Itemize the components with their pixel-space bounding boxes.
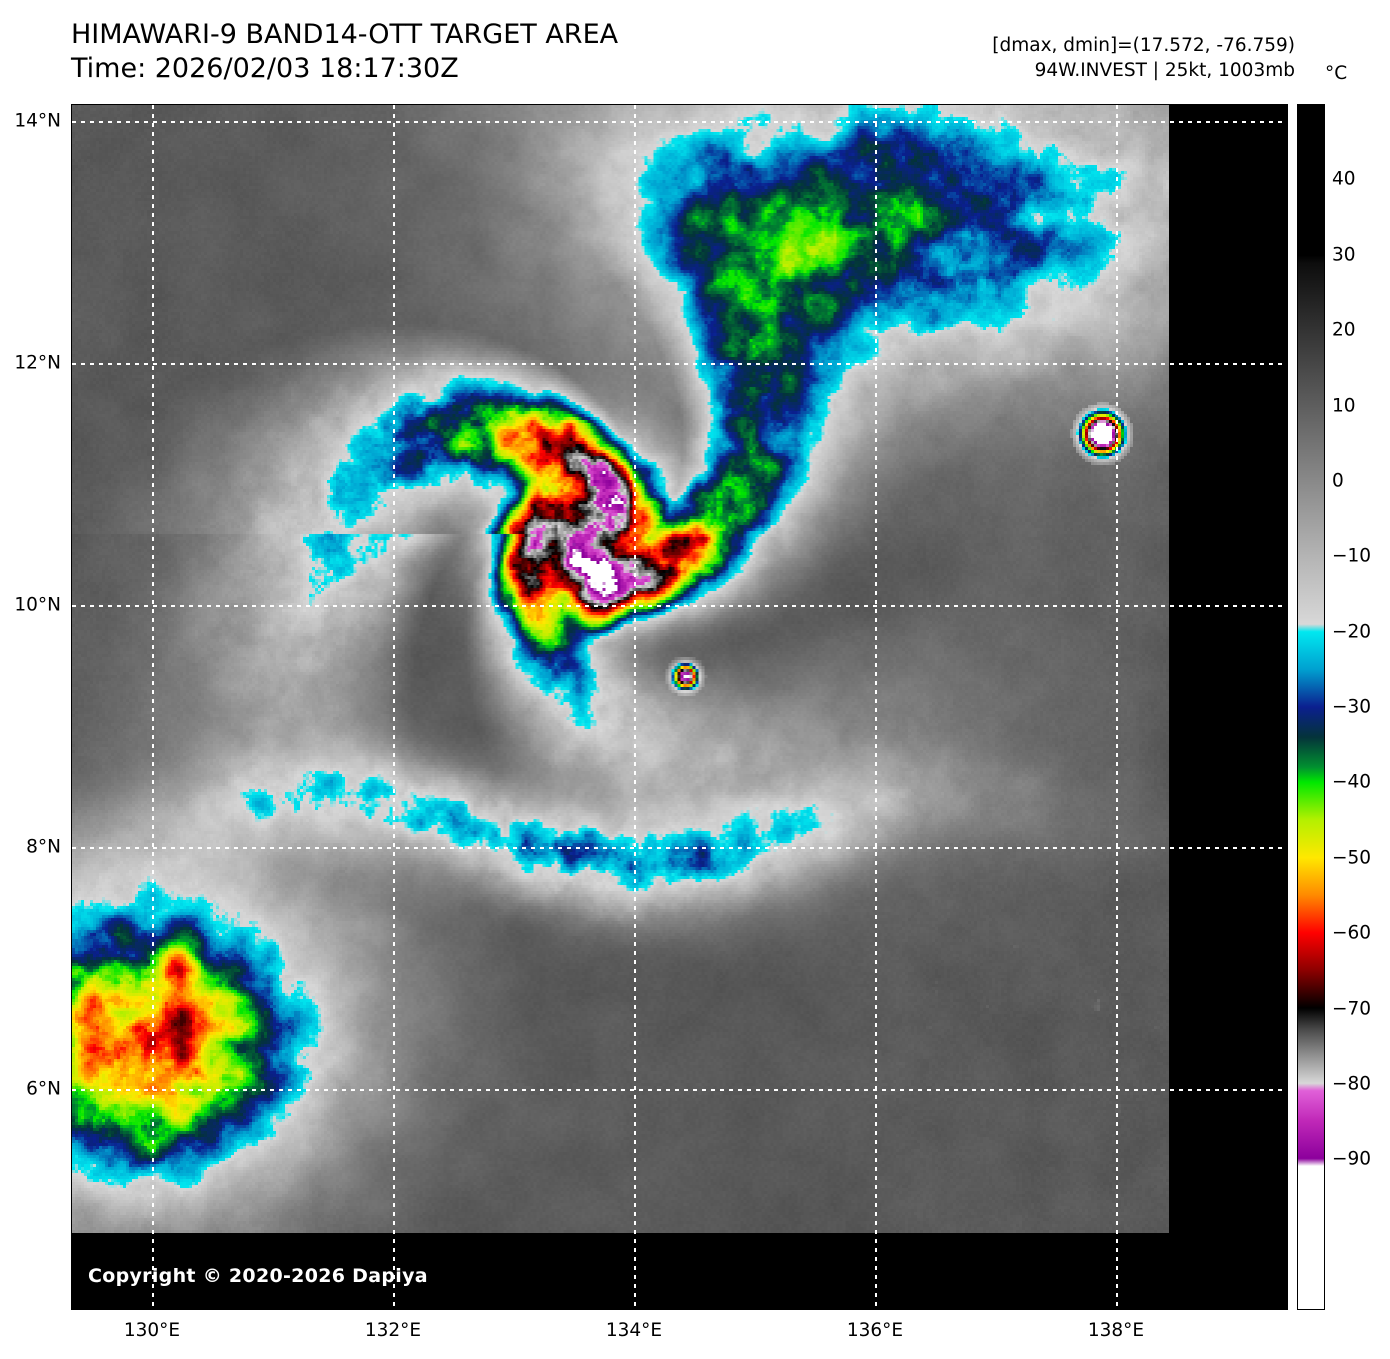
dmax-dmin-text: [dmax, dmin]=(17.572, -76.759) — [992, 35, 1295, 56]
copyright-text: Copyright © 2020-2026 Dapiya — [88, 1265, 428, 1287]
colorbar-tick--20: −20 — [1332, 621, 1372, 643]
xtick-label-134: 134°E — [605, 1320, 663, 1341]
ytick-label-12: 12°N — [14, 352, 61, 374]
colorbar-unit-label: °C — [1325, 63, 1348, 84]
title-text: HIMAWARI-9 BAND14-OTT TARGET AREA — [71, 19, 619, 50]
ytick-label-14: 14°N — [14, 110, 61, 132]
colorbar-tick--80: −80 — [1332, 1073, 1372, 1095]
colorbar-tick-30: 30 — [1332, 244, 1356, 266]
colorbar-tick--40: −40 — [1332, 771, 1372, 793]
colorbar-gradient — [1298, 105, 1324, 1309]
colorbar-tick-0: 0 — [1332, 470, 1344, 492]
colorbar-tick-40: 40 — [1332, 168, 1356, 190]
infrared-raster — [72, 105, 1169, 1233]
ytick-label-8: 8°N — [26, 836, 61, 858]
colorbar-tick--50: −50 — [1332, 847, 1372, 869]
temperature-colorbar[interactable] — [1297, 104, 1325, 1310]
satellite-image-panel[interactable]: Copyright © 2020-2026 Dapiya — [71, 104, 1288, 1310]
xtick-label-132: 132°E — [364, 1320, 422, 1341]
colorbar-tick--30: −30 — [1332, 696, 1372, 718]
xtick-label-138: 138°E — [1087, 1320, 1145, 1341]
colorbar-tick--70: −70 — [1332, 998, 1372, 1019]
page-title: HIMAWARI-9 BAND14-OTT TARGET AREA Time: … — [71, 18, 618, 86]
colorbar-tick--60: −60 — [1332, 922, 1372, 944]
metadata-block: [dmax, dmin]=(17.572, -76.759) 94W.INVES… — [992, 33, 1295, 83]
ytick-label-6: 6°N — [26, 1078, 61, 1100]
colorbar-tick--90: −90 — [1332, 1148, 1372, 1170]
time-text: Time: 2026/02/03 18:17:30Z — [71, 53, 459, 84]
xtick-label-136: 136°E — [846, 1320, 904, 1341]
storm-info-text: 94W.INVEST | 25kt, 1003mb — [1034, 60, 1295, 81]
colorbar-tick--10: −10 — [1332, 545, 1372, 567]
xtick-label-130: 130°E — [123, 1320, 181, 1341]
colorbar-tick-20: 20 — [1332, 319, 1356, 341]
colorbar-tick-10: 10 — [1332, 395, 1356, 416]
ytick-label-10: 10°N — [14, 594, 61, 616]
